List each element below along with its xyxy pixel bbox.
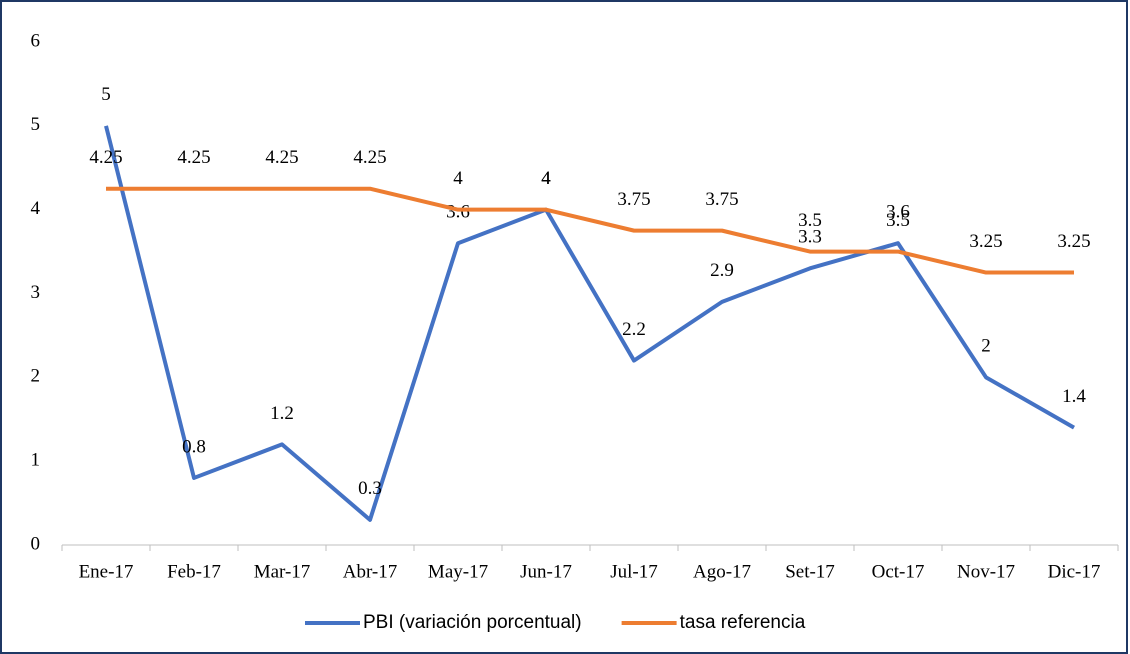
x-tick-label: Feb-17 xyxy=(167,561,221,582)
data-label: 4.25 xyxy=(177,147,210,168)
data-label: 2.2 xyxy=(622,319,646,340)
data-label: 3.5 xyxy=(798,210,822,231)
y-tick-label: 3 xyxy=(31,282,41,303)
data-label: 4.25 xyxy=(353,147,386,168)
data-label: 3.6 xyxy=(446,202,470,223)
data-label: 4 xyxy=(541,168,551,189)
data-label: 0.8 xyxy=(182,436,206,457)
legend-label: tasa referencia xyxy=(680,612,806,633)
x-tick-label: Jul-17 xyxy=(610,561,658,582)
y-tick-label: 4 xyxy=(31,198,41,219)
data-label: 3.3 xyxy=(798,227,822,248)
x-tick-label: Jun-17 xyxy=(520,561,572,582)
data-label: 5 xyxy=(101,84,111,105)
legend-label: PBI (variación porcentual) xyxy=(363,612,582,633)
series-line xyxy=(104,125,1075,522)
y-tick-label: 5 xyxy=(31,114,41,135)
x-tick-label: Oct-17 xyxy=(872,561,925,582)
y-tick-label: 2 xyxy=(31,366,41,387)
x-tick-label: Ene-17 xyxy=(79,561,134,582)
data-label: 3.5 xyxy=(886,210,910,231)
y-tick-label: 1 xyxy=(31,450,41,471)
x-tick-label: Set-17 xyxy=(785,561,835,582)
data-label: 4.25 xyxy=(89,147,122,168)
data-label: 2.9 xyxy=(710,260,734,281)
data-label: 3.25 xyxy=(1057,231,1090,252)
data-label: 3.6 xyxy=(886,202,910,223)
x-tick-label: Nov-17 xyxy=(957,561,1015,582)
series-line xyxy=(106,186,1074,275)
data-label: 1.2 xyxy=(270,403,294,424)
x-tick-label: Ago-17 xyxy=(693,561,751,582)
data-label: 4.25 xyxy=(265,147,298,168)
data-label: 1.4 xyxy=(1062,386,1086,407)
data-label: 2 xyxy=(981,336,991,357)
data-label: 4 xyxy=(453,168,463,189)
x-tick-label: May-17 xyxy=(428,561,488,582)
data-label: 4 xyxy=(541,168,551,189)
y-tick-label: 0 xyxy=(31,533,41,554)
x-tick-label: Mar-17 xyxy=(254,561,311,582)
data-label: 3.75 xyxy=(705,189,738,210)
x-tick-label: Abr-17 xyxy=(343,561,398,582)
y-tick-label: 6 xyxy=(31,30,41,51)
x-tick-label: Dic-17 xyxy=(1048,561,1101,582)
data-label: 3.75 xyxy=(617,189,650,210)
data-label: 3.25 xyxy=(969,231,1002,252)
data-label: 0.3 xyxy=(358,478,382,499)
